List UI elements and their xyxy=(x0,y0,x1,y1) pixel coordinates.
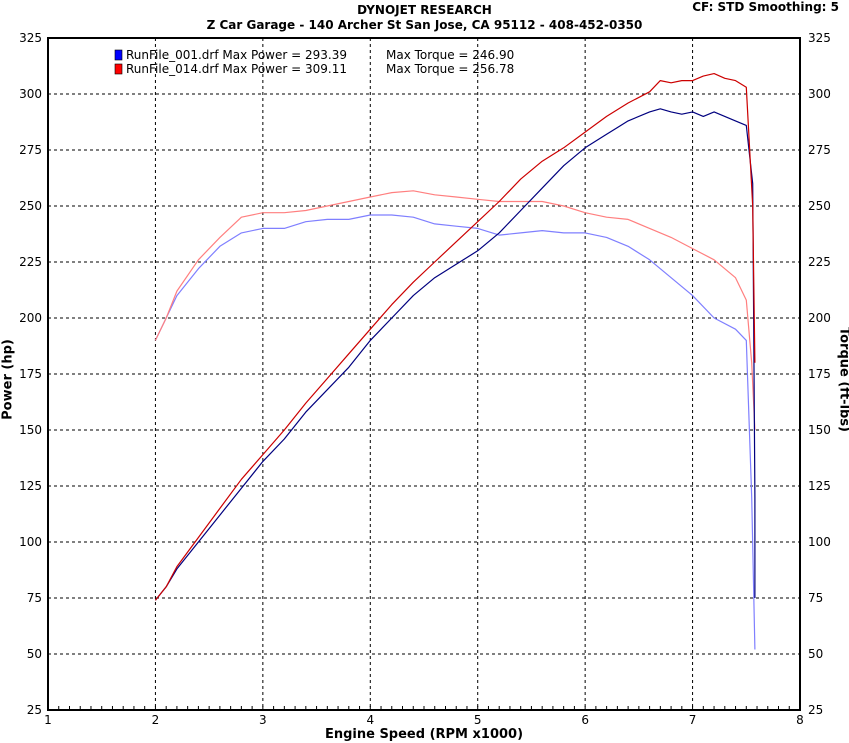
y-tick-label-left: 225 xyxy=(19,255,42,269)
x-tick-label: 5 xyxy=(474,713,482,727)
y-tick-label-right: 125 xyxy=(808,479,831,493)
y-tick-label-right: 75 xyxy=(808,591,823,605)
y-tick-label-left: 275 xyxy=(19,143,42,157)
legend-swatch xyxy=(114,49,123,61)
legend: RunFile_001.drf Max Power = 293.39 Max To… xyxy=(114,48,514,76)
y-tick-label-left: 300 xyxy=(19,87,42,101)
y-tick-label-right: 300 xyxy=(808,87,831,101)
legend-label: RunFile_014.drf Max Power = 309.11 xyxy=(126,62,347,76)
y-tick-label-left: 150 xyxy=(19,423,42,437)
plot-background xyxy=(48,38,800,710)
chart-subtitle: Z Car Garage - 140 Archer St San Jose, C… xyxy=(206,18,643,32)
x-tick-label: 8 xyxy=(796,713,804,727)
y-tick-label-left: 50 xyxy=(27,647,42,661)
x-tick-label: 4 xyxy=(366,713,374,727)
series-line xyxy=(154,214,756,650)
x-tick-label: 1 xyxy=(44,713,52,727)
y-tick-label-left: 200 xyxy=(19,311,42,325)
y-tick-label-right: 25 xyxy=(808,703,823,717)
y-tick-label-left: 75 xyxy=(27,591,42,605)
y-tick-label-right: 275 xyxy=(808,143,831,157)
y-tick-label-right: 50 xyxy=(808,647,823,661)
y-tick-label-right: 150 xyxy=(808,423,831,437)
y-tick-label-left: 325 xyxy=(19,31,42,45)
legend-torque-label: Max Torque = 246.90 xyxy=(386,48,514,62)
series-line xyxy=(154,72,756,601)
series-lines xyxy=(154,72,756,650)
y-tick-label-right: 100 xyxy=(808,535,831,549)
chart-title: DYNOJET RESEARCH xyxy=(357,3,492,17)
x-tick-label: 3 xyxy=(259,713,267,727)
y-tick-label-right: 325 xyxy=(808,31,831,45)
y-axis-label-right: Torque (ft-lbs) xyxy=(836,326,849,433)
y-tick-label-right: 250 xyxy=(808,199,831,213)
y-tick-label-left: 25 xyxy=(27,703,42,717)
x-axis-label: Engine Speed (RPM x1000) xyxy=(324,727,524,742)
series-line xyxy=(154,108,756,601)
y-tick-label-right: 200 xyxy=(808,311,831,325)
y-tick-label-left: 125 xyxy=(19,479,42,493)
y-tick-label-left: 100 xyxy=(19,535,42,549)
y-tick-label-right: 175 xyxy=(808,367,831,381)
tick-labels: 1 2 3 4 5 6 7 8 25 25 50 50 75 75 100 100 125 125 150 150 17… xyxy=(19,31,831,727)
legend-label: RunFile_001.drf Max Power = 293.39 xyxy=(126,48,347,62)
x-tick-label: 6 xyxy=(581,713,589,727)
y-tick-label-left: 175 xyxy=(19,367,42,381)
legend-torque-label: Max Torque = 256.78 xyxy=(386,62,514,76)
legend-swatch xyxy=(114,63,123,75)
y-tick-label-right: 225 xyxy=(808,255,831,269)
series-line xyxy=(154,190,756,431)
grid-lines xyxy=(48,38,800,710)
y-tick-label-left: 250 xyxy=(19,199,42,213)
y-axis-label-left: Power (hp) xyxy=(0,339,16,420)
x-tick-label: 2 xyxy=(152,713,160,727)
x-tick-label: 7 xyxy=(689,713,697,727)
settings-label: CF: STD Smoothing: 5 xyxy=(692,0,839,14)
